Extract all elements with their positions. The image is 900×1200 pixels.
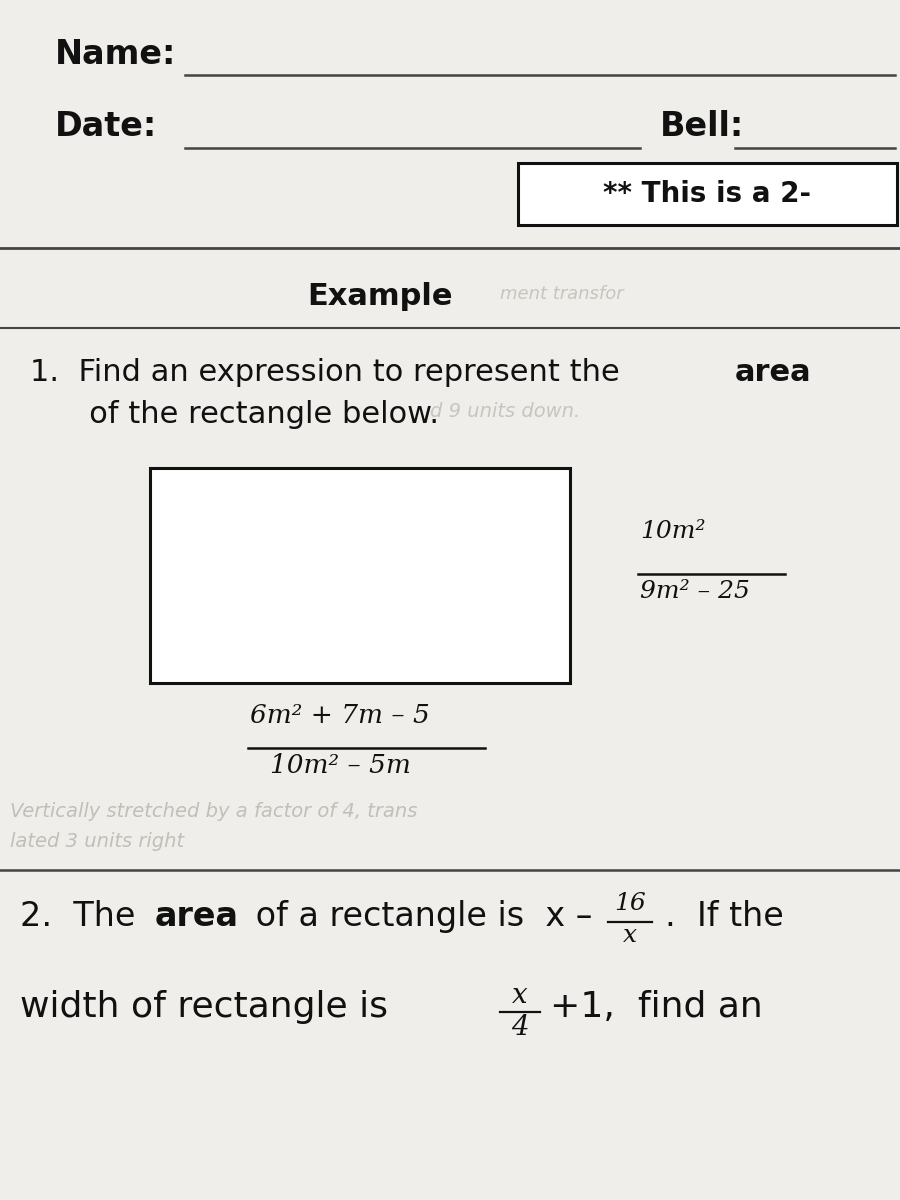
Text: area: area <box>735 358 812 386</box>
Text: +1,  find an: +1, find an <box>550 990 763 1024</box>
FancyBboxPatch shape <box>518 163 897 226</box>
Bar <box>150 468 570 683</box>
Text: Vertically stretched by a factor of 4, trans: Vertically stretched by a factor of 4, t… <box>10 802 418 821</box>
Text: x: x <box>623 924 637 947</box>
Text: 6m² + 7m – 5: 6m² + 7m – 5 <box>250 703 430 728</box>
Text: 16: 16 <box>614 892 646 914</box>
Text: Name:: Name: <box>55 38 176 71</box>
Text: d 9 units down.: d 9 units down. <box>430 402 580 421</box>
Text: of a rectangle is  x –: of a rectangle is x – <box>245 900 592 934</box>
Text: ** This is a 2-: ** This is a 2- <box>603 180 811 208</box>
Text: .  If the: . If the <box>665 900 784 934</box>
Text: 2.  The: 2. The <box>20 900 146 934</box>
Text: Date:: Date: <box>55 110 158 143</box>
Text: 9m² – 25: 9m² – 25 <box>640 580 750 602</box>
Text: 4: 4 <box>511 1014 529 1040</box>
Text: of the rectangle below.: of the rectangle below. <box>60 400 439 428</box>
Text: 10m²: 10m² <box>640 520 706 542</box>
Text: x: x <box>512 982 527 1009</box>
Text: ment transfor: ment transfor <box>500 284 624 302</box>
Text: 10m² – 5m: 10m² – 5m <box>270 754 411 778</box>
Text: Bell:: Bell: <box>660 110 744 143</box>
Text: Example: Example <box>307 282 453 311</box>
Text: lated 3 units right: lated 3 units right <box>10 832 184 851</box>
Text: 1.  Find an expression to represent the: 1. Find an expression to represent the <box>30 358 629 386</box>
Text: area: area <box>155 900 239 934</box>
Text: width of rectangle is: width of rectangle is <box>20 990 411 1024</box>
